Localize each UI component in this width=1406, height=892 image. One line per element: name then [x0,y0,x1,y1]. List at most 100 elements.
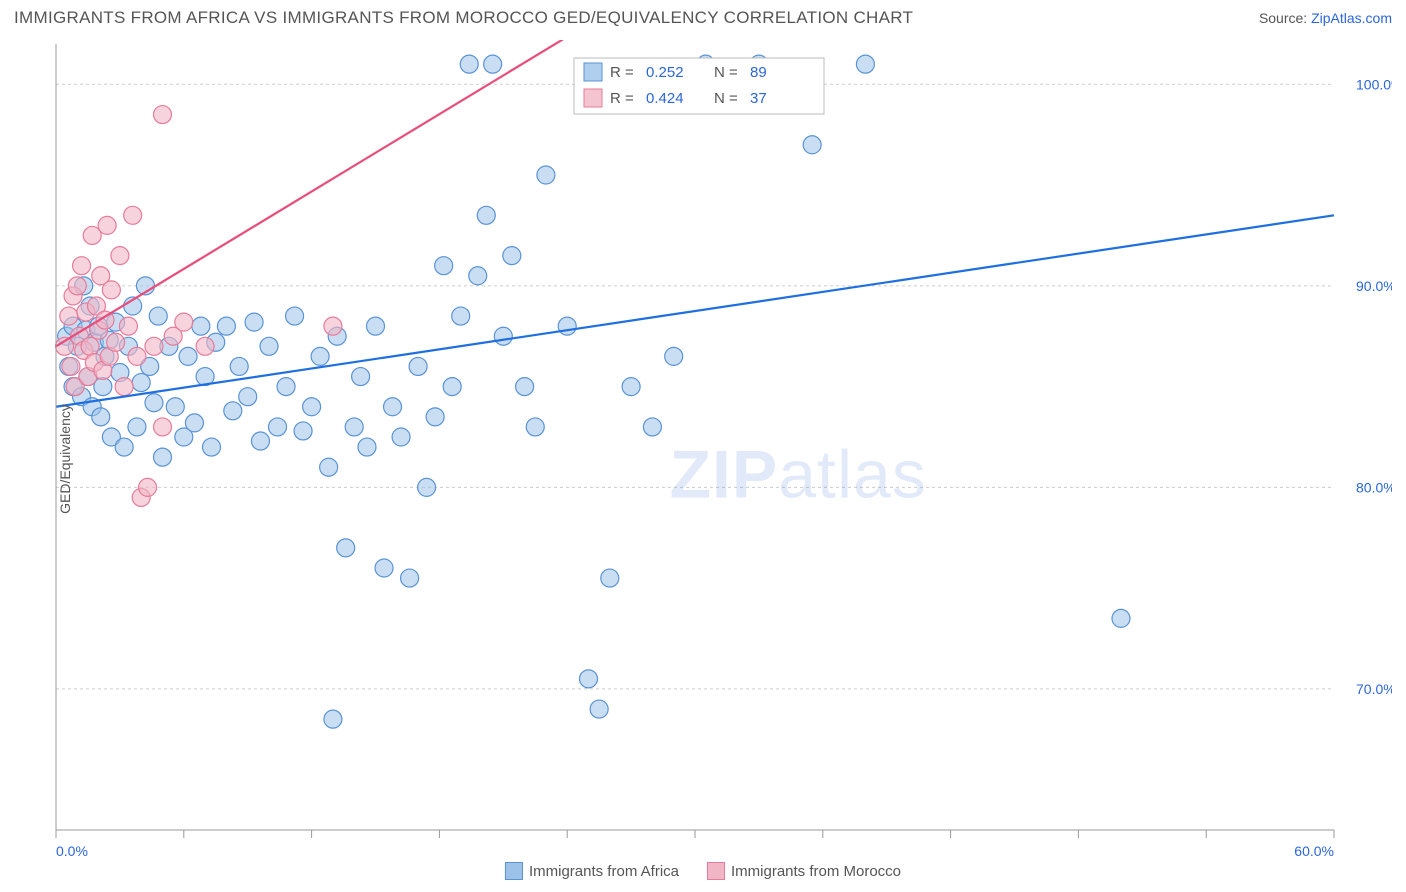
legend-n-value: 37 [750,90,767,107]
y-tick-label: 70.0% [1356,681,1392,697]
scatter-point [128,418,146,436]
scatter-point [324,710,342,728]
scatter-point [384,398,402,416]
scatter-point [477,206,495,224]
legend-r-label: R = [610,64,634,81]
scatter-point [239,388,257,406]
scatter-point [324,317,342,335]
legend-r-value: 0.252 [646,64,684,81]
legend-footer: Immigrants from Africa Immigrants from Mo… [505,862,901,880]
scatter-point [526,418,544,436]
scatter-point [269,418,287,436]
scatter-point [60,307,78,325]
scatter-point [166,398,184,416]
scatter-point [590,700,608,718]
scatter-point [643,418,661,436]
legend-r-label: R = [610,90,634,107]
scatter-point [1112,609,1130,627]
scatter-point [601,569,619,587]
scatter-point [803,136,821,154]
scatter-point [149,307,167,325]
legend-label: Immigrants from Africa [529,863,679,880]
scatter-point [320,458,338,476]
scatter-point [73,257,91,275]
scatter-point [196,337,214,355]
scatter-point [192,317,210,335]
scatter-point [115,438,133,456]
scatter-point [145,394,163,412]
chart-area: GED/Equivalency 70.0%80.0%90.0%100.0%ZIP… [14,40,1392,878]
y-axis-label: GED/Equivalency [57,404,73,514]
scatter-point [392,428,410,446]
legend-n-label: N = [714,90,738,107]
legend-label: Immigrants from Morocco [731,863,901,880]
scatter-point [154,448,172,466]
scatter-point [175,313,193,331]
legend-n-value: 89 [750,64,767,81]
scatter-point [358,438,376,456]
scatter-point [81,337,99,355]
source-prefix: Source: [1259,10,1311,26]
legend-swatch [505,862,523,880]
scatter-point [303,398,321,416]
scatter-point [107,333,125,351]
scatter-point [128,347,146,365]
x-tick-label: 0.0% [56,843,88,859]
scatter-point [426,408,444,426]
chart-title: IMMIGRANTS FROM AFRICA VS IMMIGRANTS FRO… [14,8,913,28]
scatter-point [154,106,172,124]
y-tick-label: 100.0% [1356,76,1392,92]
scatter-point [185,414,203,432]
scatter-point [622,378,640,396]
legend-swatch [584,63,602,81]
header: IMMIGRANTS FROM AFRICA VS IMMIGRANTS FRO… [0,0,1406,34]
scatter-point [375,559,393,577]
legend-item: Immigrants from Africa [505,862,679,880]
y-tick-label: 90.0% [1356,278,1392,294]
source-attribution: Source: ZipAtlas.com [1259,10,1392,26]
scatter-point [145,337,163,355]
scatter-point [435,257,453,275]
scatter-point [230,357,248,375]
scatter-point [856,55,874,73]
scatter-point [537,166,555,184]
scatter-point [277,378,295,396]
scatter-point [68,277,86,295]
scatter-point [443,378,461,396]
scatter-point [580,670,598,688]
scatter-point [179,347,197,365]
scatter-point [409,357,427,375]
scatter-point [119,317,137,335]
scatter-point [469,267,487,285]
scatter-point [311,347,329,365]
scatter-point [401,569,419,587]
scatter-point [132,374,150,392]
scatter-point [558,317,576,335]
scatter-point [251,432,269,450]
scatter-point [286,307,304,325]
x-tick-label: 60.0% [1294,843,1334,859]
scatter-point [139,478,157,496]
scatter-point [154,418,172,436]
legend-swatch [707,862,725,880]
scatter-point [260,337,278,355]
scatter-point [92,408,110,426]
scatter-point [217,317,235,335]
scatter-point [345,418,363,436]
source-link[interactable]: ZipAtlas.com [1311,10,1392,26]
legend-r-value: 0.424 [646,90,684,107]
scatter-point [202,438,220,456]
scatter-chart: 70.0%80.0%90.0%100.0%ZIPatlas0.0%60.0%R … [14,40,1392,878]
scatter-point [294,422,312,440]
scatter-point [352,368,370,386]
scatter-point [460,55,478,73]
scatter-point [418,478,436,496]
scatter-point [111,247,129,265]
scatter-point [224,402,242,420]
scatter-point [62,357,80,375]
scatter-point [124,206,142,224]
scatter-point [115,378,133,396]
scatter-point [102,281,120,299]
legend-item: Immigrants from Morocco [707,862,901,880]
scatter-point [484,55,502,73]
